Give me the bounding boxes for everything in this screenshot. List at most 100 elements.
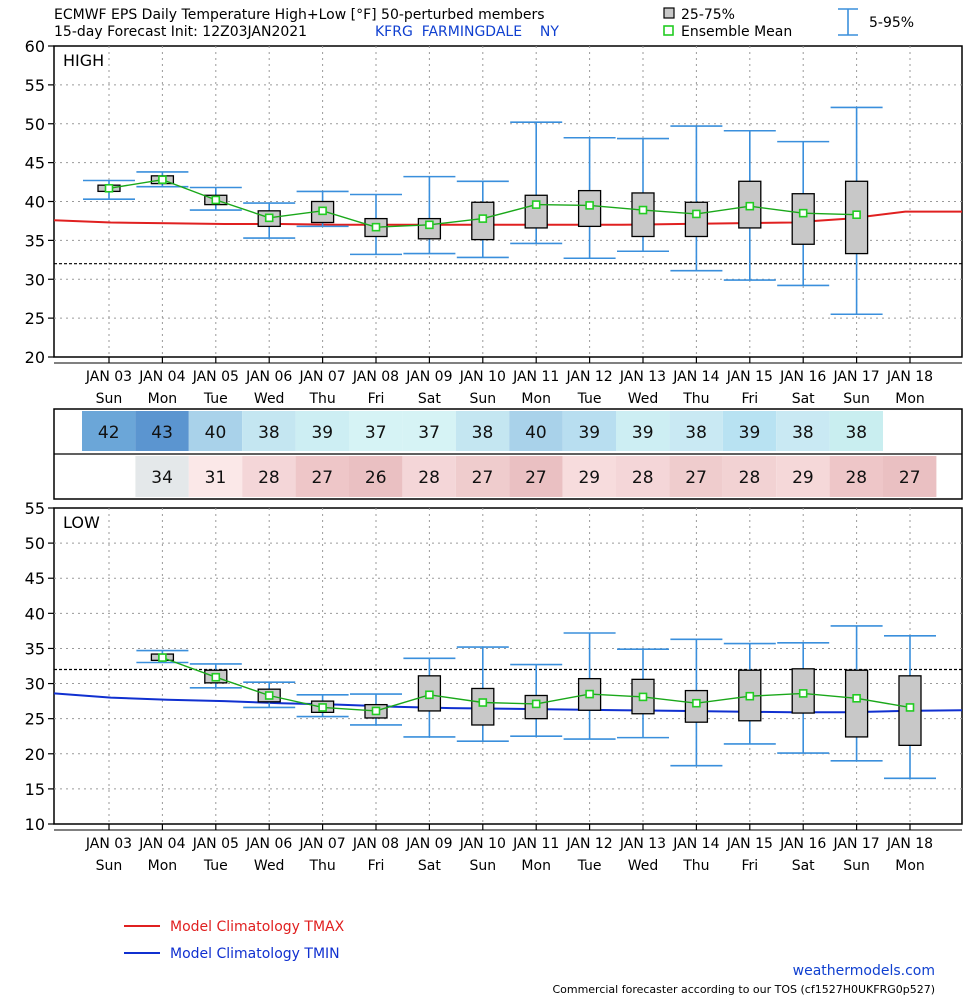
x-day-label: Sat <box>418 858 441 874</box>
x-day-label: Tue <box>203 391 228 407</box>
x-date-label: JAN 12 <box>565 836 612 852</box>
legend-mean-label: Ensemble Mean <box>681 24 792 40</box>
x-date-label: JAN 08 <box>352 836 399 852</box>
legend-mean-icon <box>663 25 674 36</box>
low-value: 27 <box>685 468 707 488</box>
whisker-group <box>670 125 723 272</box>
legend-whisker-label: 5-95% <box>869 15 914 31</box>
high-cell <box>669 411 723 451</box>
low-value: 34 <box>151 468 173 488</box>
y-tick-label: 35 <box>25 639 45 658</box>
x-date-label: JAN 13 <box>619 836 666 852</box>
x-day-label: Sat <box>792 858 815 874</box>
low-cell <box>616 456 670 497</box>
high-value: 38 <box>845 423 867 443</box>
high-value: 39 <box>739 423 761 443</box>
x-day-label: Tue <box>203 858 228 874</box>
y-tick-label: 60 <box>25 37 45 56</box>
site-link[interactable]: weathermodels.com <box>793 963 935 979</box>
x-date-label: JAN 11 <box>512 836 559 852</box>
mean-marker <box>371 706 381 716</box>
low-value: 29 <box>792 468 814 488</box>
low-cell <box>562 456 616 497</box>
station-label: KFRG FARMINGDALE NY <box>375 24 559 40</box>
high-cell <box>135 411 189 451</box>
high-cell <box>82 411 136 451</box>
low-cell <box>509 456 563 497</box>
low-cell <box>242 456 296 497</box>
high-cell <box>455 411 510 451</box>
low-value: 28 <box>739 468 761 488</box>
x-date-label: JAN 14 <box>672 836 719 852</box>
mean-marker <box>478 698 488 707</box>
y-tick-label: 25 <box>25 710 45 729</box>
high-cell <box>562 411 616 451</box>
chart-title: ECMWF EPS Daily Temperature High+Low [°F… <box>54 7 545 23</box>
mean-marker <box>745 201 755 211</box>
x-date-label: JAN 07 <box>298 369 345 385</box>
whisker-group <box>403 175 456 255</box>
mean-marker <box>852 694 861 703</box>
mean-marker <box>211 195 221 205</box>
low-value: 27 <box>311 468 333 488</box>
y-tick-label: 25 <box>25 309 45 328</box>
iqr-box <box>791 193 815 245</box>
x-day-label: Sun <box>469 391 496 407</box>
x-day-label: Wed <box>254 391 285 407</box>
y-tick-label: 35 <box>25 231 45 250</box>
mean-marker <box>798 689 808 698</box>
x-date-label: JAN 10 <box>459 369 506 385</box>
x-day-label: Sun <box>469 858 496 874</box>
x-date-label: JAN 08 <box>352 369 399 385</box>
x-day-label: Mon <box>148 858 178 874</box>
low-value: 28 <box>418 468 440 488</box>
mean-marker <box>692 209 701 219</box>
summary-table: 42 43 40 38 39 37 37 38 40 39 39 38 39 38 38 34 31 28 27 26… <box>53 408 963 500</box>
y-tick-label: 20 <box>25 348 45 367</box>
mean-marker <box>318 206 327 216</box>
mean-marker <box>318 703 327 712</box>
tos-note: Commercial forecaster according to our T… <box>552 983 935 996</box>
x-date-label: JAN 17 <box>832 836 879 852</box>
iqr-box <box>524 194 548 229</box>
low-value: 27 <box>472 468 494 488</box>
low-cell <box>455 456 510 497</box>
low-value: 28 <box>258 468 280 488</box>
y-tick-label: 45 <box>25 569 45 588</box>
legend-box-label: 25-75% <box>681 7 735 23</box>
mean-marker <box>638 692 648 702</box>
init-label: 15-day Forecast Init: 12Z03JAN2021 <box>54 24 307 40</box>
low-value: 28 <box>632 468 654 488</box>
y-tick-label: 55 <box>25 76 45 95</box>
y-tick-label: 40 <box>25 604 45 623</box>
x-date-label: JAN 04 <box>138 836 185 852</box>
low-cell <box>188 456 243 497</box>
low-value: 27 <box>899 468 921 488</box>
x-date-label: JAN 06 <box>245 836 292 852</box>
legend-box-icon <box>663 7 675 19</box>
x-date-label: JAN 03 <box>85 369 132 385</box>
low-cell <box>829 456 883 497</box>
mean-marker <box>585 201 594 210</box>
x-date-label: JAN 16 <box>779 369 826 385</box>
x-day-label: Sun <box>96 391 123 407</box>
x-day-label: Mon <box>521 858 551 874</box>
low-value: 29 <box>578 468 600 488</box>
x-day-label: Tue <box>577 391 602 407</box>
mean-marker <box>478 214 488 223</box>
y-tick-label: 30 <box>25 270 45 289</box>
x-day-label: Sun <box>843 858 870 874</box>
x-date-label: JAN 18 <box>886 836 933 852</box>
y-tick-label: 50 <box>25 115 45 134</box>
x-date-label: JAN 11 <box>512 369 559 385</box>
low-cell <box>883 456 937 497</box>
x-day-label: Tue <box>577 858 602 874</box>
x-day-label: Mon <box>521 391 551 407</box>
x-day-label: Thu <box>682 858 709 874</box>
x-date-label: JAN 15 <box>726 836 773 852</box>
plot-frame <box>53 507 963 825</box>
y-tick-label: 15 <box>25 780 45 799</box>
x-day-label: Sat <box>418 391 441 407</box>
x-date-label: JAN 17 <box>832 369 879 385</box>
